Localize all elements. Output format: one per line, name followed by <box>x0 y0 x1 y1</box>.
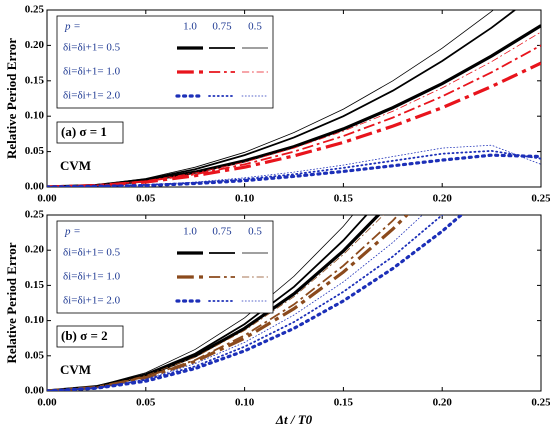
legend-label: δi=δi+1= 2.0 <box>63 295 121 307</box>
series-line <box>47 61 541 187</box>
x-tick-label: 0.10 <box>235 397 255 409</box>
legend-column: 1.0 <box>183 21 197 33</box>
series-group <box>47 10 541 187</box>
y-tick-label: 0.00 <box>25 181 45 193</box>
y-tick-label: 0.10 <box>25 314 45 326</box>
y-tick-label: 0.25 <box>25 209 45 221</box>
legend-box <box>56 15 274 109</box>
y-axis-label: Relative Period Error <box>4 242 19 363</box>
series-line <box>47 215 464 391</box>
method-label: CVM <box>60 362 91 377</box>
x-tick-label: 0.00 <box>37 193 57 205</box>
series-line <box>47 215 410 391</box>
x-tick-label: 0.05 <box>136 193 156 205</box>
legend-column: 0.5 <box>248 21 262 33</box>
legend-column: 0.75 <box>212 226 232 238</box>
y-axis-label: Relative Period Error <box>4 38 19 159</box>
legend-box <box>56 220 274 314</box>
legend-column: 0.5 <box>248 226 262 238</box>
series-line <box>47 215 368 391</box>
x-tick-label: 0.05 <box>136 397 156 409</box>
x-tick-label: 0.00 <box>37 397 57 409</box>
x-tick-label: 0.20 <box>433 193 453 205</box>
legend-column: 1.0 <box>183 226 197 238</box>
panel-label-box <box>56 325 124 348</box>
panel-label: (b) σ = 2 <box>61 328 108 343</box>
x-tick-label: 0.15 <box>334 193 354 205</box>
legend-label: δi=δi+1= 0.5 <box>63 247 121 259</box>
x-tick-label: 0.20 <box>433 397 453 409</box>
legend-column: 0.75 <box>212 21 232 33</box>
y-tick-label: 0.20 <box>25 244 45 256</box>
legend-header: p = <box>64 21 81 33</box>
series-line <box>47 31 541 187</box>
x-tick-label: 0.15 <box>334 397 354 409</box>
legend-header: p = <box>64 226 81 238</box>
y-tick-label: 0.25 <box>25 4 45 16</box>
series-line <box>47 215 354 391</box>
y-tick-label: 0.05 <box>25 145 45 157</box>
y-tick-label: 0.00 <box>25 385 45 397</box>
panel-label: (a) σ = 1 <box>61 124 107 139</box>
legend-label: δi=δi+1= 1.0 <box>63 271 121 283</box>
y-tick-label: 0.15 <box>25 279 45 291</box>
x-tick-label: 0.25 <box>531 397 550 409</box>
x-tick-label: 0.25 <box>531 193 550 205</box>
series-group <box>47 215 464 391</box>
y-tick-label: 0.10 <box>25 110 45 122</box>
y-tick-label: 0.05 <box>25 349 45 361</box>
y-tick-label: 0.20 <box>25 39 45 51</box>
legend-label: δi=δi+1= 0.5 <box>63 42 121 54</box>
series-line <box>47 144 541 187</box>
series-line <box>47 215 385 391</box>
series-line <box>47 215 400 391</box>
x-axis-label: Δt / T0 <box>275 412 313 427</box>
series-line <box>47 10 494 187</box>
series-line <box>47 153 541 187</box>
series-line <box>47 44 541 187</box>
series-line <box>47 215 444 391</box>
plot-area <box>46 9 542 188</box>
method-label: CVM <box>60 158 91 173</box>
panel-label-box <box>56 121 124 144</box>
series-line <box>47 10 517 187</box>
plot-area <box>46 214 542 392</box>
y-tick-label: 0.15 <box>25 74 45 86</box>
legend-label: δi=δi+1= 1.0 <box>63 66 121 78</box>
legend-label: δi=δi+1= 2.0 <box>63 90 121 102</box>
x-tick-label: 0.10 <box>235 193 255 205</box>
series-line <box>47 215 424 391</box>
